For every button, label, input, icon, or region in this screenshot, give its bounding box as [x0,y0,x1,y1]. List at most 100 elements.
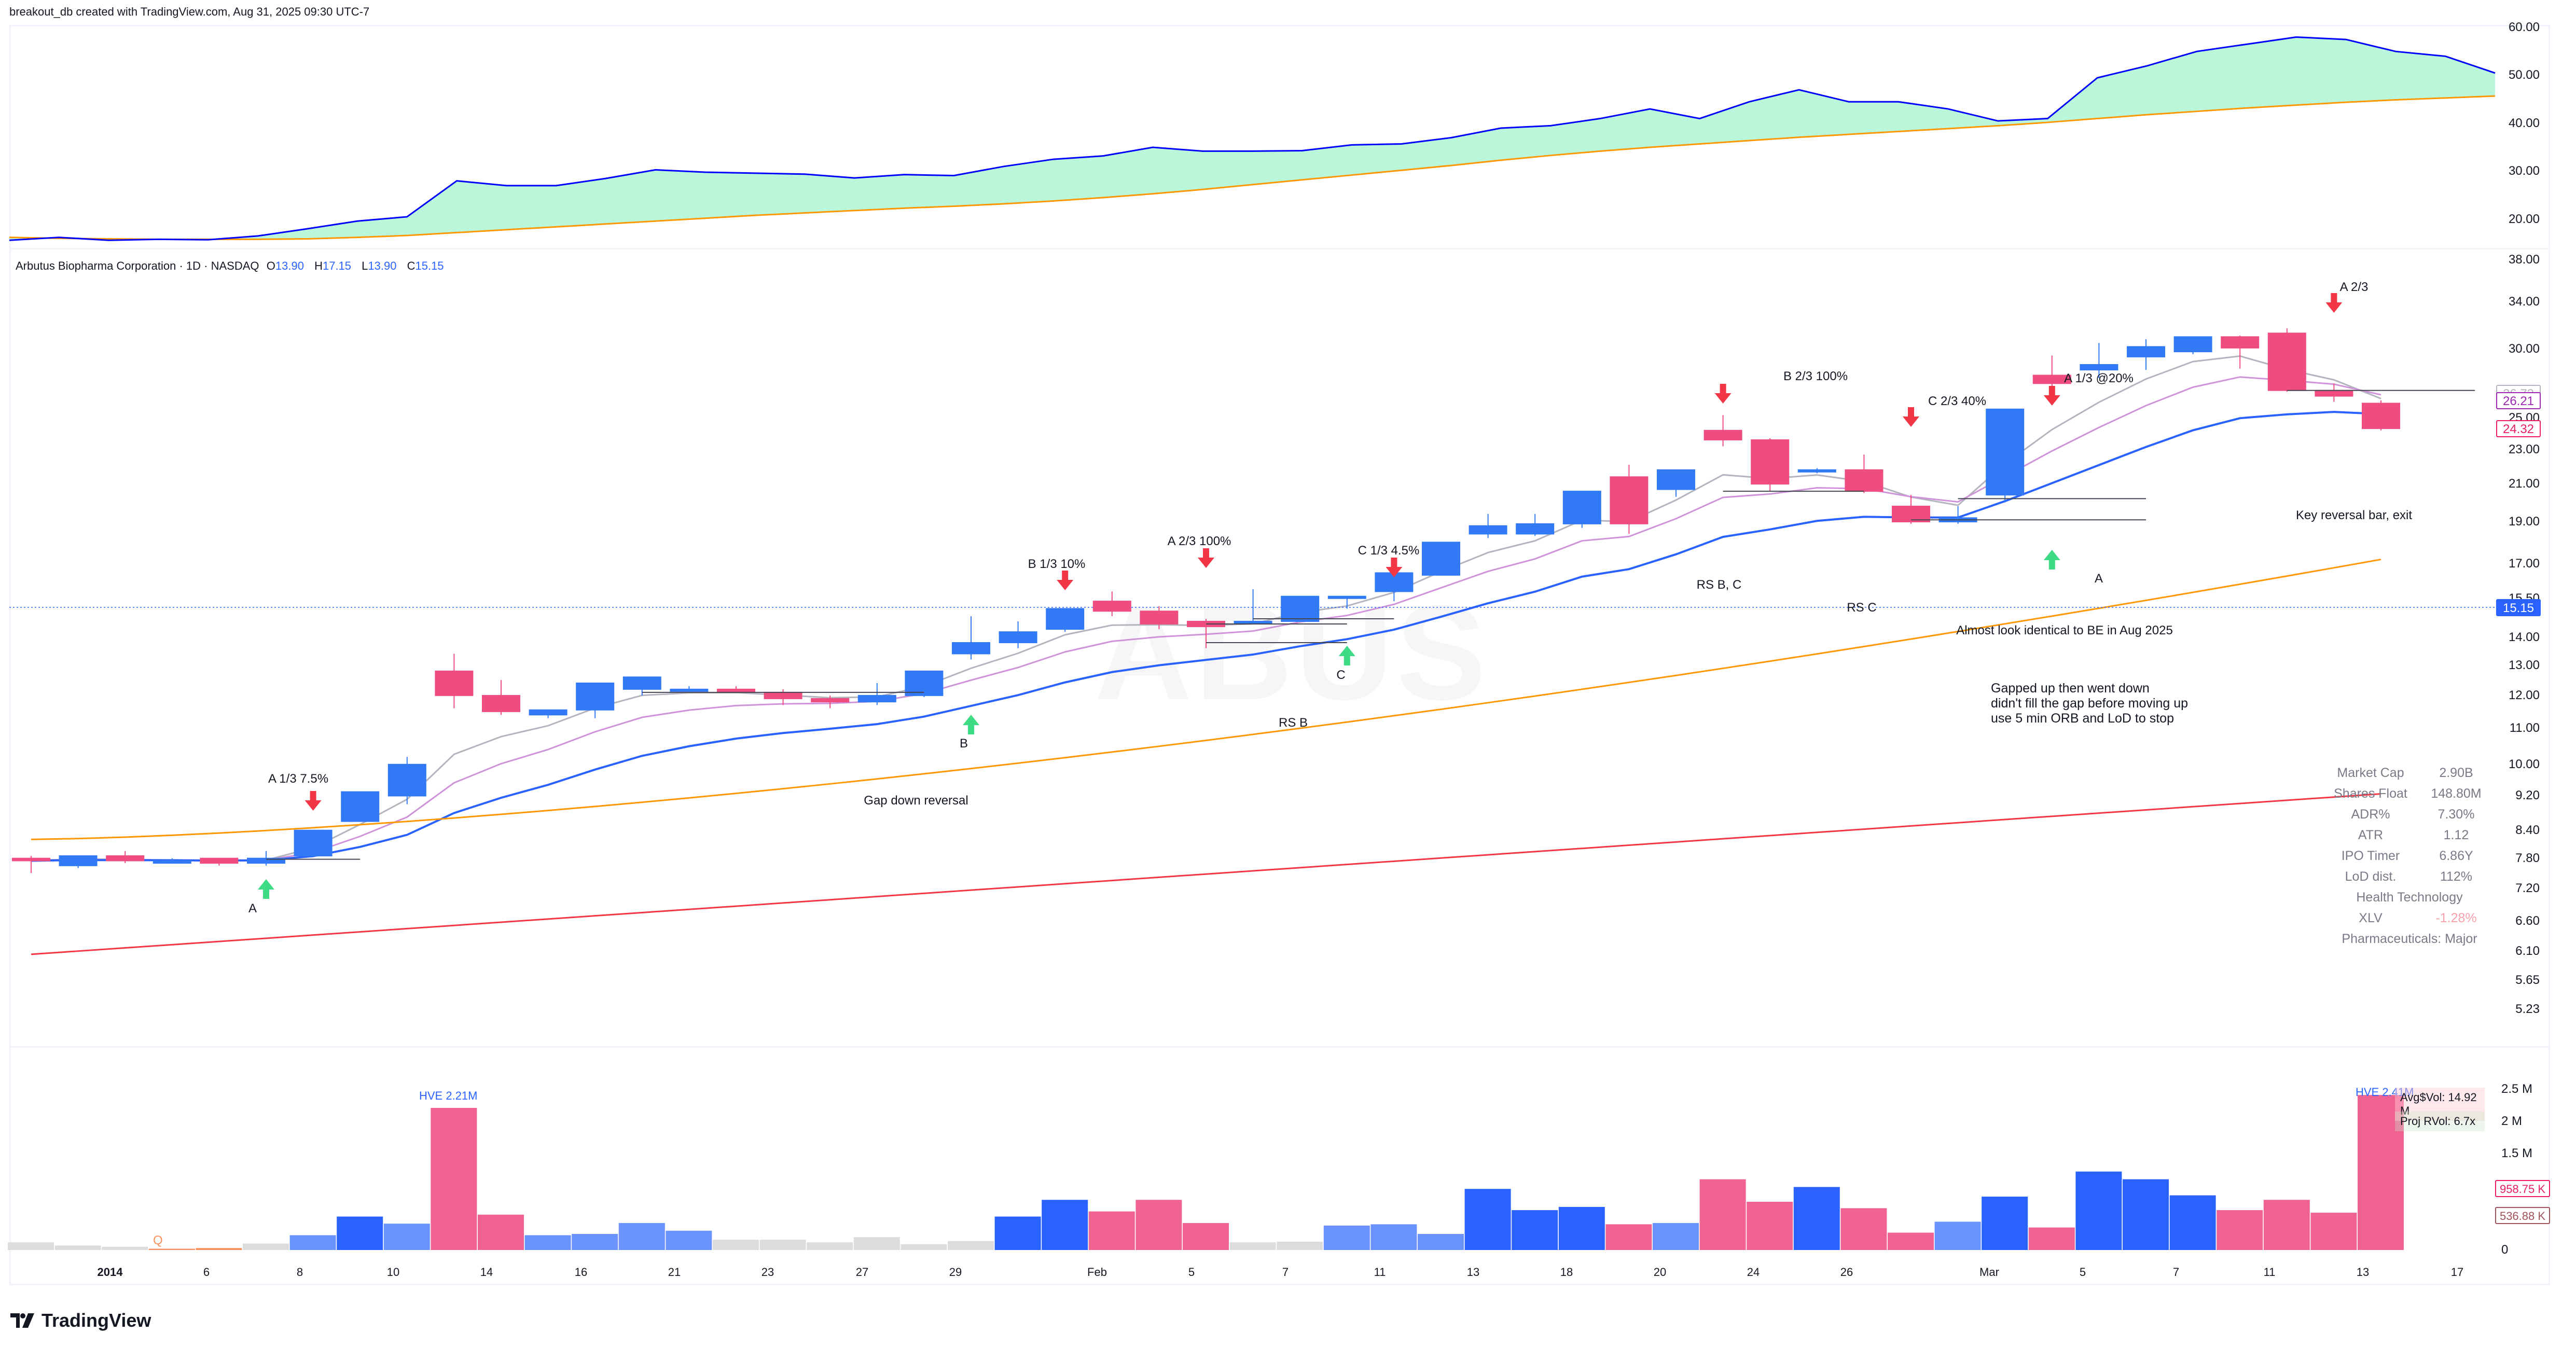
volume-bar[interactable] [2075,1171,2122,1250]
volume-bar[interactable] [289,1235,336,1250]
candle[interactable] [1938,506,1977,524]
volume-bar[interactable] [1088,1211,1135,1250]
volume-bar[interactable] [759,1240,806,1250]
candle[interactable] [764,689,802,705]
candle[interactable] [1046,608,1085,632]
candle[interactable] [999,621,1037,648]
candle[interactable] [59,855,98,868]
volume-bar[interactable] [2169,1195,2216,1250]
annotation-buy-a2[interactable]: A [2094,572,2103,586]
candle[interactable] [905,670,944,697]
sell-arrow-icon[interactable] [1903,407,1919,427]
volume-bar[interactable] [1323,1225,1370,1250]
sell-arrow-icon[interactable] [1714,384,1732,404]
candle[interactable] [857,683,896,705]
candle[interactable] [576,682,615,718]
pane-separator[interactable] [9,248,2550,249]
candle[interactable] [2127,339,2165,370]
volume-bar[interactable] [1558,1206,1605,1250]
candle[interactable] [2362,400,2400,431]
candle[interactable] [247,851,285,866]
volume-bar[interactable] [901,1244,947,1250]
volume-bar[interactable] [1277,1241,1323,1250]
volume-bar[interactable] [807,1242,853,1250]
candle[interactable] [1562,491,1601,528]
volume-bar[interactable] [2217,1210,2263,1250]
pane-separator[interactable] [9,1046,2550,1048]
annotation-sell-b2[interactable]: B 2/3 100% [1783,369,1848,383]
tradingview-logo[interactable]: TradingView [10,1310,151,1331]
sell-arrow-icon[interactable] [2043,386,2060,406]
volume-bar[interactable] [1653,1223,1699,1250]
volume-bar[interactable] [1840,1208,1887,1250]
candle[interactable] [2315,383,2353,402]
volume-bar[interactable] [1042,1200,1088,1250]
candle[interactable] [717,686,755,693]
candle[interactable] [294,829,333,857]
candle[interactable] [811,695,850,709]
candle[interactable] [622,676,661,696]
volume-bar[interactable] [1793,1187,1840,1250]
annotation-gap-down[interactable]: Gap down reversal [864,794,968,808]
volume-bar[interactable] [713,1240,759,1250]
volume-bar[interactable] [383,1224,430,1250]
candle[interactable] [153,858,191,864]
volume-bar[interactable] [337,1216,383,1250]
buy-arrow-icon[interactable] [258,879,274,899]
candle[interactable] [1704,415,1742,447]
volume-pane[interactable] [8,1048,2495,1255]
candle[interactable] [1140,606,1179,630]
candle[interactable] [952,616,990,660]
volume-bar[interactable] [54,1245,101,1250]
volume-bar[interactable] [994,1216,1041,1250]
candle[interactable] [12,856,50,873]
volume-bar[interactable] [2263,1200,2310,1250]
volume-bar[interactable] [148,1248,195,1250]
candle[interactable] [1797,468,1836,474]
candle[interactable] [106,851,145,864]
volume-bar[interactable] [478,1214,524,1250]
annotation-sell-a1[interactable]: A 1/3 7.5% [268,772,329,786]
candle[interactable] [2173,336,2212,355]
volume-bar[interactable] [1183,1223,1229,1250]
volume-bar[interactable] [2310,1213,2357,1250]
annotation-sell-a4[interactable]: A 2/3 [2339,280,2369,294]
volume-bar[interactable] [1605,1224,1652,1250]
volume-bar[interactable] [196,1248,242,1250]
candle[interactable] [529,709,567,718]
candle[interactable] [2267,328,2306,392]
annotation-buy-b[interactable]: B [959,737,968,751]
price-pane[interactable] [9,249,2495,1029]
volume-bar[interactable] [666,1230,712,1250]
candle[interactable] [482,680,520,715]
volume-bar[interactable] [948,1241,994,1250]
candle[interactable] [341,791,380,822]
annotation-sell-b1[interactable]: B 1/3 10% [1028,557,1086,571]
candle[interactable] [1845,454,1883,493]
candle[interactable] [387,757,426,804]
volume-bar[interactable] [1699,1179,1746,1250]
symbol-legend[interactable]: Arbutus Biopharma Corporation · 1D · NAS… [16,259,450,273]
annotation-rs-b[interactable]: RS B [1278,716,1308,730]
volume-bar[interactable] [243,1243,289,1250]
volume-bar[interactable] [1418,1234,1464,1250]
candle[interactable] [1657,469,1695,497]
annotation-sell-c2[interactable]: C 2/3 40% [1928,394,1987,408]
buy-arrow-icon[interactable] [1338,646,1355,665]
sell-arrow-icon[interactable] [2325,293,2343,313]
annotation-buy-a[interactable]: A [248,901,257,915]
annotation-sell-a2[interactable]: A 2/3 100% [1167,534,1231,548]
candle[interactable] [435,654,474,709]
sell-arrow-icon[interactable] [1386,558,1403,577]
volume-bar[interactable] [1229,1242,1276,1250]
volume-bar[interactable] [1888,1232,1934,1250]
volume-bar[interactable] [1747,1202,1793,1250]
candle[interactable] [2080,343,2118,378]
candle[interactable] [1469,513,1507,538]
candle[interactable] [1610,464,1649,534]
buy-arrow-icon[interactable] [2043,550,2060,570]
price-axis[interactable]: 38.00 34.00 30.00 25.00 23.00 21.00 19.00 17.00… [2495,249,2550,1029]
sell-arrow-icon[interactable] [1057,571,1074,590]
volume-bar[interactable] [1464,1189,1511,1250]
annotation-almost-identical[interactable]: Almost look identical to BE in Aug 2025 [1956,623,2173,637]
